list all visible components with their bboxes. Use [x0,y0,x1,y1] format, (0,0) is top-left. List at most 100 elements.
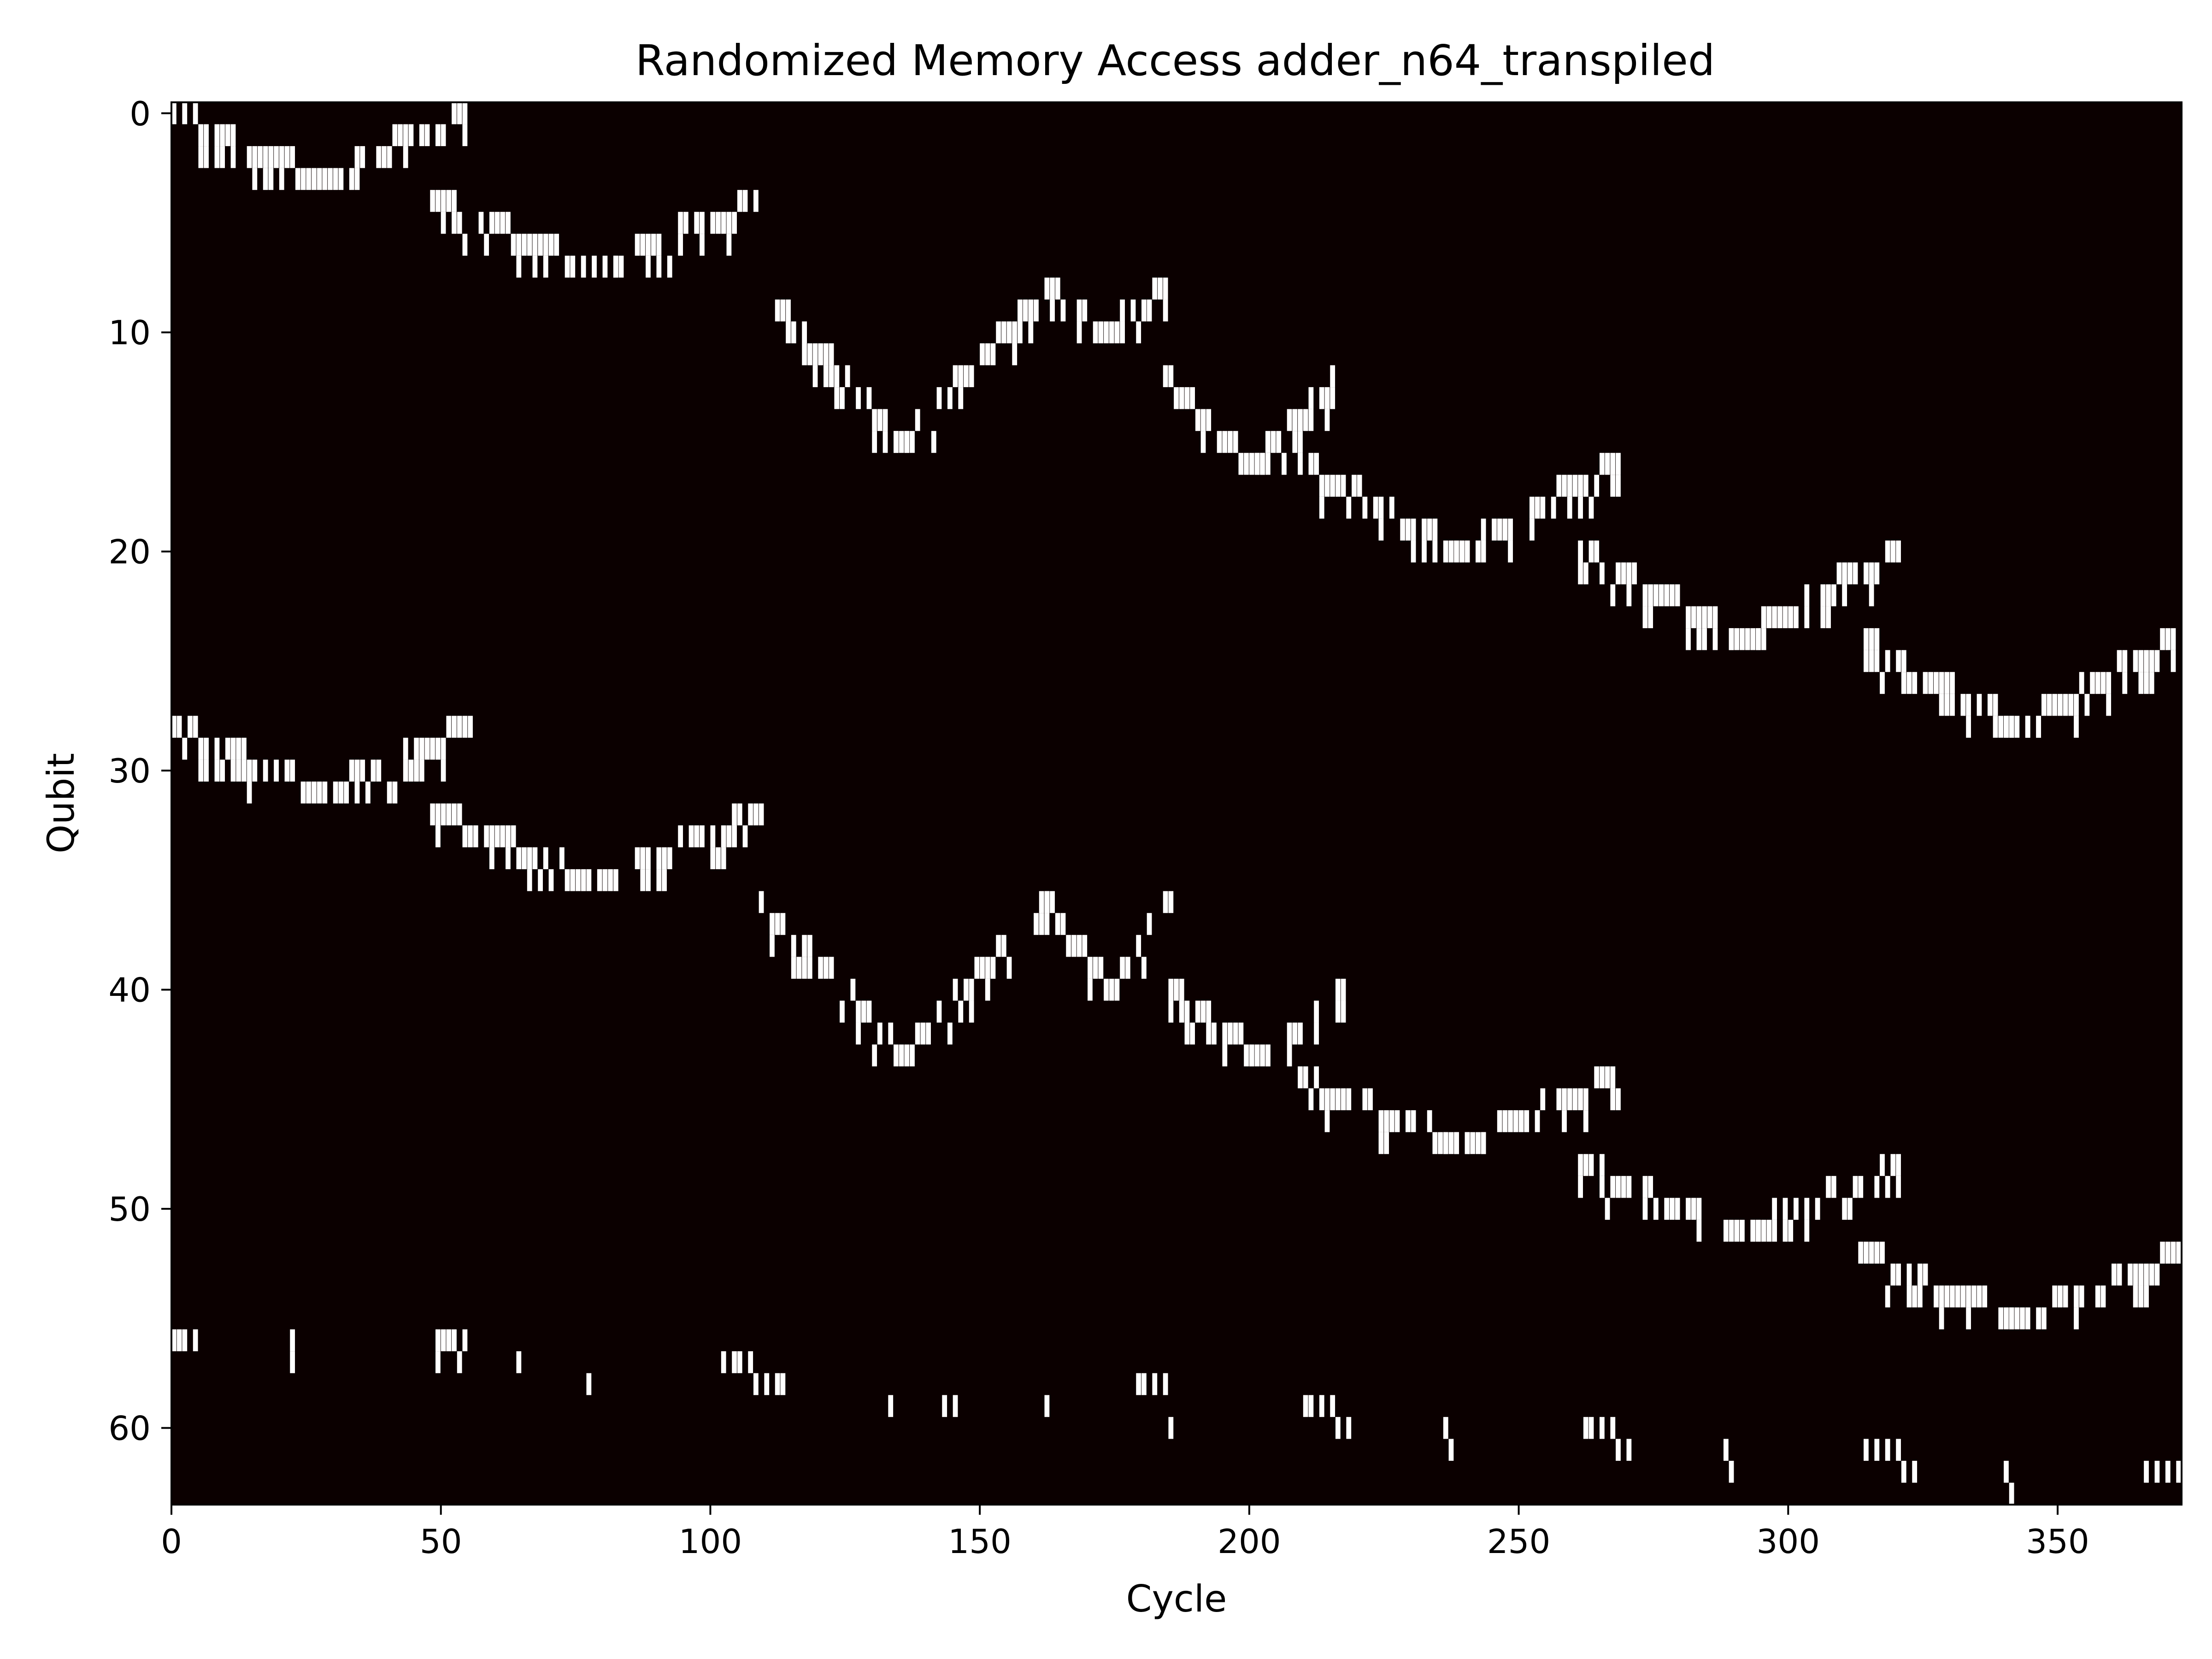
access-cell [2063,694,2068,716]
access-cell [1659,584,1664,606]
access-cell [899,431,904,453]
access-cell [1098,957,1104,979]
access-cell [770,913,775,935]
access-cell [306,168,312,190]
access-cell [1174,978,1179,1001]
access-cell [2020,1307,2025,1330]
access-cell [1319,496,1324,519]
access-cell [840,387,845,409]
access-cell [1529,496,1535,519]
access-cell [1179,387,1184,409]
access-cell [1179,978,1184,1001]
access-cell [646,255,651,278]
access-cell-sparse [1346,1417,1352,1439]
access-cell [506,847,511,870]
access-cell [2095,672,2100,694]
access-cell [1228,1022,1233,1045]
access-cell [667,255,672,278]
access-cell [2009,716,2014,738]
access-cell [462,102,468,124]
access-cell [1686,606,1691,629]
access-cell [1050,299,1055,322]
access-cell-sparse [1912,1460,1918,1483]
access-cell [850,978,856,1001]
access-cells [171,102,2182,1505]
access-cell [1184,1022,1190,1045]
access-cell [1578,475,1583,497]
access-cell [1481,518,1486,541]
access-cell [856,387,861,409]
access-cell [198,146,204,168]
access-cell [775,299,780,322]
access-cell [1783,1198,1788,1220]
access-cell [2036,716,2041,738]
access-cell [2084,694,2090,716]
access-cell-sparse [1152,1373,1158,1395]
access-cell [387,146,392,168]
access-cell [1319,475,1324,497]
access-cell [635,234,640,256]
access-cell [1745,628,1750,650]
access-cell [430,803,435,826]
access-cell [1993,716,1998,738]
access-cell [1600,1154,1605,1176]
access-cell [204,759,209,782]
access-cell [840,1000,845,1023]
access-cell [1594,1066,1600,1088]
access-cell [263,146,268,168]
access-cell [214,737,220,760]
access-cell [252,759,258,782]
access-cell [2165,628,2171,650]
x-tick-label: 250 [1487,1522,1550,1561]
access-cell [1616,1176,1621,1198]
access-cell [441,124,446,147]
access-cell [1804,1198,1810,1220]
access-cell [1664,584,1670,606]
access-cell [996,935,1001,957]
access-cell [1955,1285,1960,1308]
access-cell-sparse [516,1351,522,1373]
access-cell-sparse [732,1351,737,1373]
access-cell [500,212,506,234]
access-cell [974,957,980,979]
access-cell-sparse [1136,1373,1141,1395]
access-cell-sparse [441,1329,446,1352]
access-cell [969,1000,974,1023]
access-cell [894,431,899,453]
access-cell [382,146,387,168]
access-cell [452,102,457,124]
access-cell [1788,1219,1794,1242]
access-cell [565,255,570,278]
access-cell [1853,562,1858,585]
access-cell [1497,1110,1502,1132]
access-cell [866,1000,872,1023]
access-cell [1815,1198,1820,1220]
access-cell [441,190,446,212]
access-cell [484,234,489,256]
access-cell [1885,1285,1890,1308]
access-cell [985,343,990,365]
access-cell [570,255,576,278]
access-cell [1912,1285,1918,1308]
access-cell [1141,299,1147,322]
access-cell [1184,1000,1190,1023]
access-cell [1077,321,1082,344]
access-cell [1443,1132,1448,1154]
access-cell [1864,1241,1869,1264]
access-cell [2154,1263,2160,1286]
access-cell [1168,365,1174,388]
access-cell [1686,628,1691,650]
access-cell [1600,1176,1605,1198]
access-cell [1481,1132,1486,1154]
access-cell [2079,1285,2084,1308]
access-cell-sparse [2154,1460,2160,1483]
access-cell [1610,1066,1616,1088]
access-cell [462,825,468,847]
access-cell [899,1044,904,1067]
access-cell [716,847,721,870]
access-cell [1308,387,1314,409]
access-cell-sparse [435,1329,441,1352]
access-cell [274,759,279,782]
access-cell [230,146,236,168]
access-cell [1578,1154,1583,1176]
